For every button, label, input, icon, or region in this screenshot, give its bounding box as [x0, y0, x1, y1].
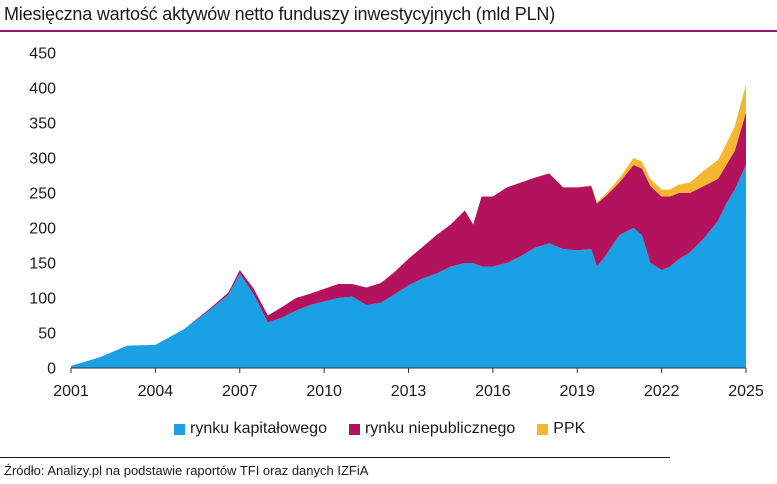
legend-item-ppk: PPK — [537, 420, 585, 438]
x-tick-label: 2007 — [222, 383, 258, 400]
x-tick-label: 2016 — [475, 383, 511, 400]
y-tick-label: 250 — [29, 186, 56, 203]
x-tick-label: 2010 — [306, 383, 342, 400]
x-tick-label: 2013 — [391, 383, 427, 400]
y-tick-label: 300 — [29, 151, 56, 168]
x-tick-label: 2004 — [138, 383, 174, 400]
chart-area: 0 50 100 150 200 250 300 350 400 450 2001 2004 2007 2… — [29, 46, 764, 401]
source-divider — [0, 457, 670, 458]
y-tick-label: 0 — [47, 361, 56, 378]
y-tick-label: 100 — [29, 291, 56, 308]
source-note: Źródło: Analizy.pl na podstawie raportów… — [4, 463, 369, 478]
y-tick-label: 50 — [38, 326, 56, 343]
legend-swatch-private-market — [348, 423, 360, 435]
chart-title: Miesięczna wartość aktywów netto fundusz… — [4, 4, 556, 24]
y-tick-label: 350 — [29, 116, 56, 133]
area-series-0 — [71, 165, 746, 368]
y-tick-label: 200 — [29, 221, 56, 238]
x-tick-label: 2019 — [559, 383, 595, 400]
area-series-1 — [71, 112, 746, 366]
legend-item-private-market: rynku niepublicznego — [348, 420, 516, 438]
legend-item-capital-market: rynku kapitałowego — [174, 420, 327, 438]
title-divider — [0, 30, 777, 32]
y-tick-label: 400 — [29, 81, 56, 98]
x-tick-label: 2001 — [53, 383, 89, 400]
legend-swatch-ppk — [537, 423, 549, 435]
x-tick-label: 2025 — [728, 383, 764, 400]
y-tick-label: 450 — [29, 46, 56, 63]
legend-label-ppk: PPK — [553, 420, 586, 437]
chart-legend: rynku kapitałowego rynku niepublicznego … — [174, 420, 607, 438]
legend-swatch-capital-market — [174, 423, 185, 435]
legend-label-private-market: rynku niepublicznego — [364, 420, 516, 437]
y-tick-label: 150 — [29, 256, 56, 273]
x-tick-label: 2022 — [644, 383, 680, 400]
legend-label-capital-market: rynku kapitałowego — [190, 420, 327, 437]
